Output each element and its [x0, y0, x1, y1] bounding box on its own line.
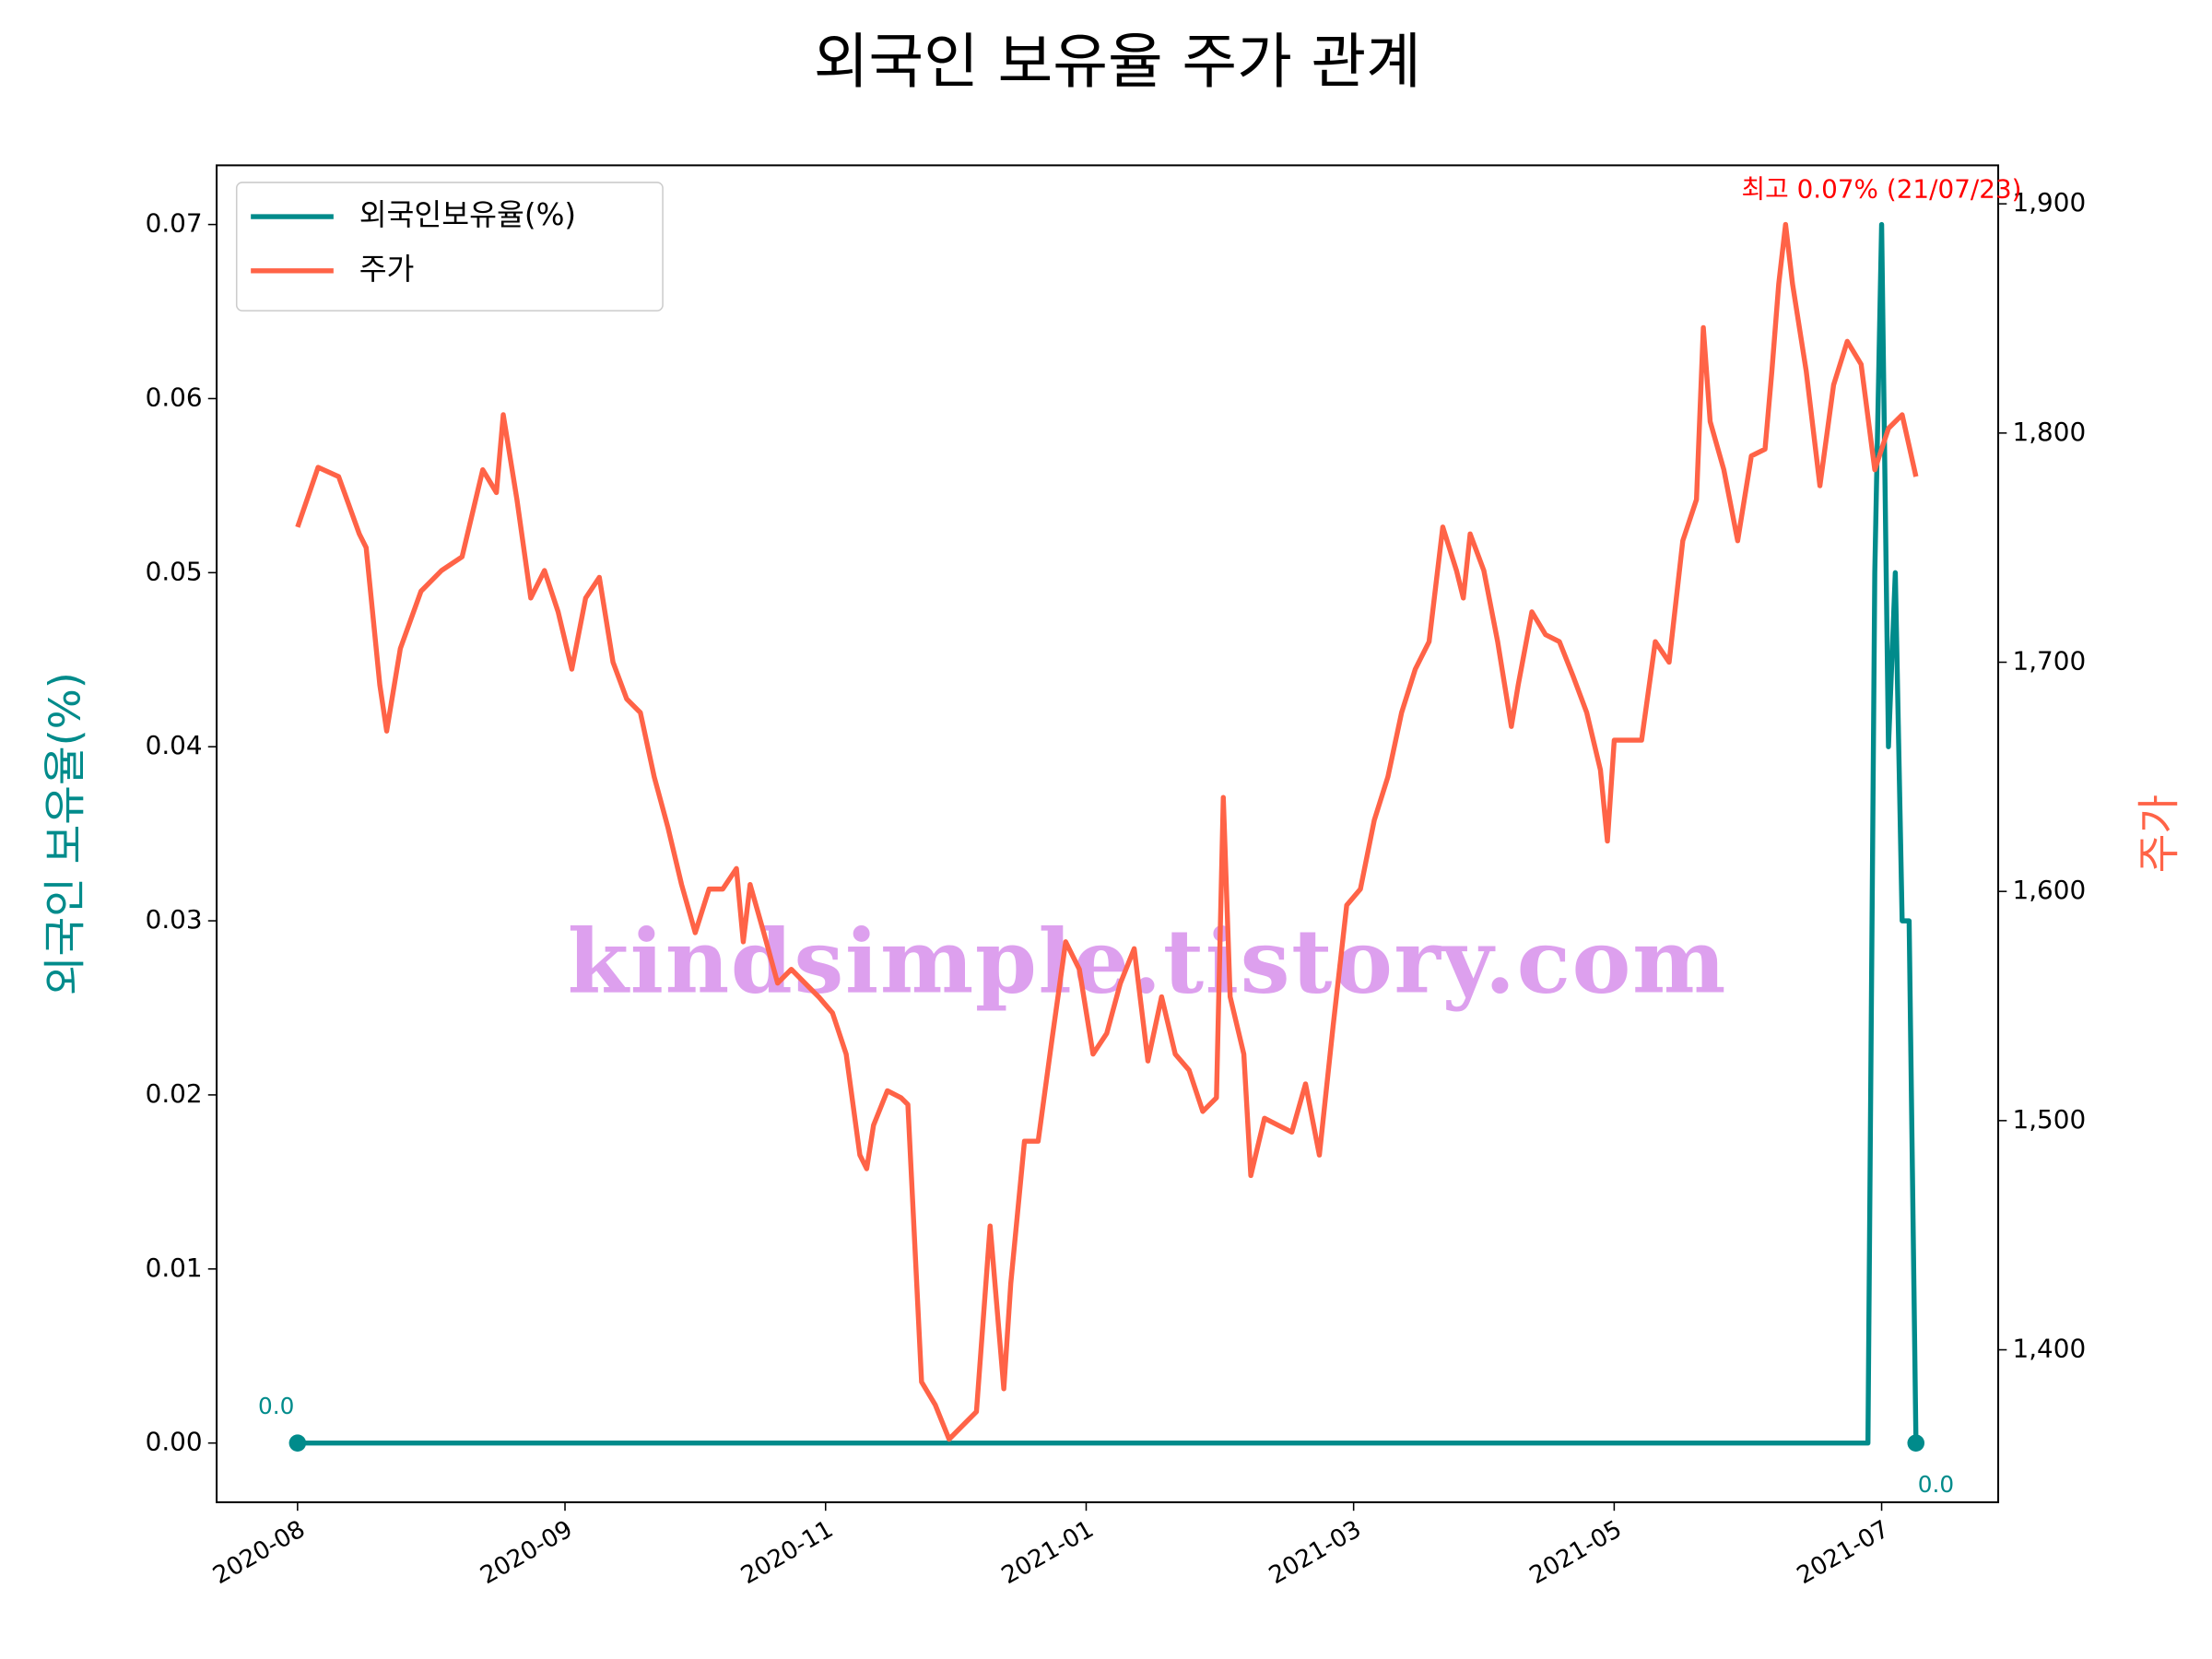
- y-tick-label: 0.04: [146, 730, 203, 760]
- y2-tick-label: 1,700: [2013, 646, 2087, 677]
- y2-axis-label: 주가: [2134, 794, 2183, 873]
- y-tick-label: 0.02: [146, 1078, 203, 1109]
- legend-label: 외국인보유율(%): [359, 197, 576, 232]
- marker: [288, 1434, 307, 1452]
- y2-tick-label: 1,800: [2013, 417, 2087, 447]
- x-tick-label: 2020-09: [476, 1515, 577, 1590]
- y-tick-label: 0.03: [146, 904, 203, 935]
- y2-tick-label: 1,900: [2013, 187, 2087, 218]
- x-tick-label: 2020-08: [208, 1515, 310, 1590]
- y-tick-label: 0.01: [146, 1253, 203, 1283]
- x-tick-label: 2020-11: [736, 1515, 838, 1590]
- legend-box: [235, 182, 664, 312]
- marker: [1907, 1434, 1925, 1452]
- x-tick-label: 2021-05: [1525, 1515, 1627, 1590]
- y-tick-label: 0.05: [146, 556, 203, 586]
- series-line: [295, 221, 1919, 1442]
- x-tick-label: 2021-03: [1265, 1515, 1366, 1590]
- x-tick-label: 2021-01: [997, 1515, 1099, 1590]
- y-tick-label: 0.00: [146, 1427, 203, 1457]
- series-line: [297, 221, 1919, 1446]
- chart-title: 외국인 보유율 주가 관계: [814, 28, 1421, 97]
- plot-frame: [216, 164, 2000, 1503]
- y-axis-label: 외국인 보유율(%): [41, 672, 90, 995]
- y2-tick-label: 1,600: [2013, 875, 2087, 905]
- annotation: 0.0: [1918, 1471, 1954, 1498]
- legend-label: 주가: [359, 252, 415, 287]
- y2-tick-label: 1,400: [2013, 1334, 2087, 1364]
- y-tick-label: 0.07: [146, 208, 203, 239]
- y2-tick-label: 1,500: [2013, 1104, 2087, 1135]
- annotation: 0.0: [258, 1393, 294, 1419]
- y-tick-label: 0.06: [146, 382, 203, 412]
- annotation: 최고 0.07% (21/07/23): [1742, 173, 2022, 204]
- x-tick-label: 2021-07: [1793, 1515, 1894, 1590]
